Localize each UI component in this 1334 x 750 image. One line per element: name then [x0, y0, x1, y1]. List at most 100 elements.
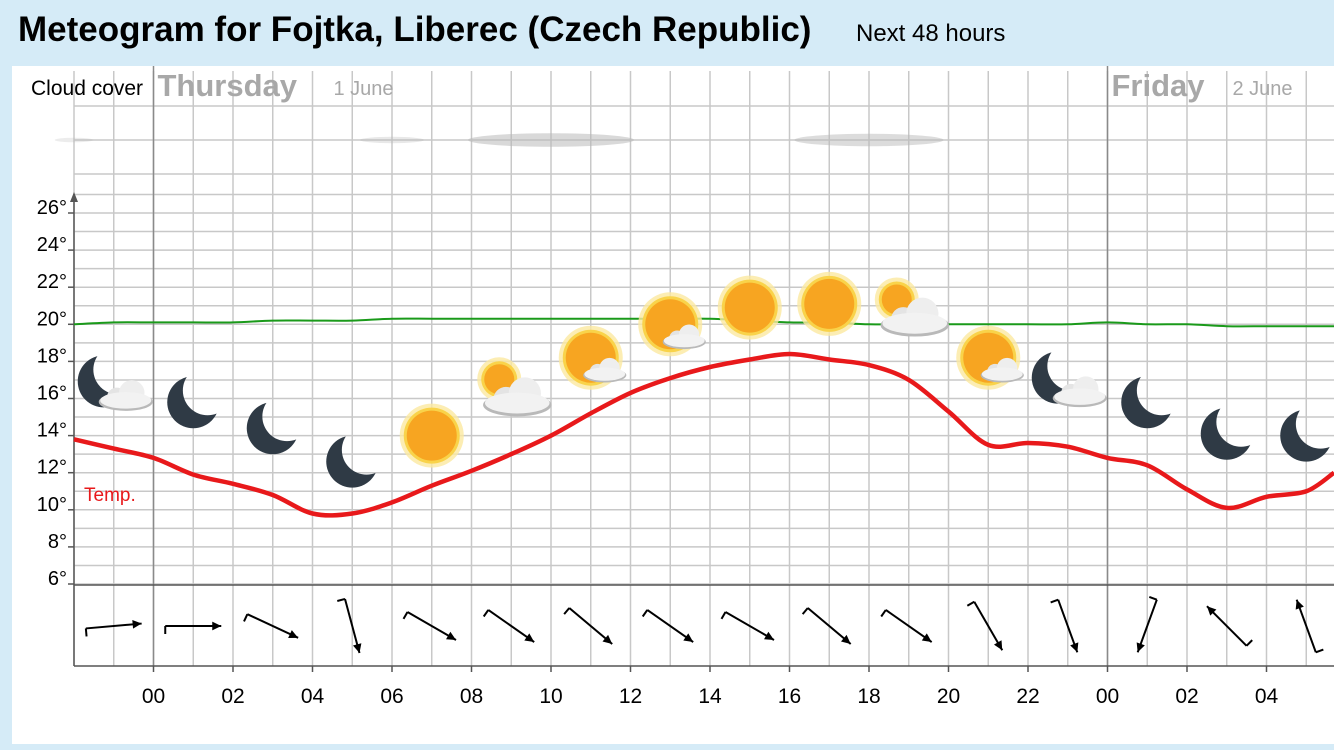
wind-barb: [880, 609, 887, 618]
wind-arrow: [1136, 596, 1158, 653]
x-tick-label: 16: [778, 685, 801, 708]
wind-barb: [1148, 596, 1158, 601]
wind-barb: [966, 600, 975, 607]
x-tick-label: 04: [301, 685, 325, 708]
wind-arrow: [243, 613, 299, 639]
y-tick-label: 18°: [37, 345, 67, 367]
wind-shaft: [1295, 599, 1317, 653]
temperature-line: [73, 351, 1334, 518]
moon-crescent: [246, 402, 299, 455]
wind-arrowhead: [683, 633, 694, 643]
wind-barb: [641, 609, 649, 618]
cloud-body: [981, 367, 1023, 381]
cloud-shape: [980, 357, 1024, 383]
day-date-label: 1 June: [334, 78, 394, 100]
cloud-cover-mark: [360, 136, 424, 144]
moon-crescent: [1200, 407, 1253, 460]
day-name-label: Thursday: [158, 68, 298, 103]
moon-crescent: [326, 435, 379, 488]
wind-barb: [337, 597, 346, 602]
x-tick-label: 10: [539, 685, 562, 708]
wind-shaft: [407, 611, 457, 641]
moon-cloud-icon: [77, 355, 153, 411]
wind-arrow: [641, 609, 694, 643]
wind-shaft: [646, 609, 694, 643]
chart-panel: 6° 8° 10° 12° 14° 16° 18° 20° 22° 24° 26° 00 02 04 06 0…: [12, 66, 1334, 744]
reference-line: [73, 317, 1334, 328]
moon-icon: [1121, 376, 1174, 429]
wind-arrow: [880, 609, 933, 643]
cloud-shape: [483, 377, 552, 417]
page-subtitle: Next 48 hours: [856, 20, 1006, 47]
x-tick-label: 20: [937, 685, 960, 708]
wind-arrow: [482, 609, 535, 643]
wind-barb: [801, 607, 809, 615]
cloud-body: [882, 312, 948, 334]
wind-shaft: [1136, 599, 1158, 653]
wind-arrowhead: [446, 631, 456, 640]
y-tick-label: 24°: [37, 234, 67, 256]
cloud-shape: [98, 380, 153, 411]
wind-arrowhead: [764, 631, 774, 640]
wind-arrowhead: [1206, 606, 1217, 616]
series-lines: [73, 317, 1334, 518]
grid: [73, 71, 1334, 666]
x-tick-label: 22: [1016, 685, 1039, 708]
wind-shaft: [973, 601, 1004, 651]
sun-icon-cloud: [638, 292, 706, 357]
meteogram-chart: 6° 8° 10° 12° 14° 16° 18° 20° 22° 24° 26° 00 02 04 06 0…: [31, 66, 1334, 708]
x-tick-label: 12: [619, 685, 642, 708]
sun-disc: [484, 364, 515, 395]
wind-shaft: [1057, 599, 1079, 653]
wind-arrow: [164, 621, 222, 634]
wind-barb: [243, 613, 249, 622]
y-axis-arrow: [70, 192, 78, 202]
cloud-body: [584, 367, 626, 381]
wind-shaft: [1206, 605, 1248, 647]
wind-arrow: [720, 611, 775, 641]
wind-barb: [1245, 639, 1253, 647]
sun-disc: [406, 410, 457, 461]
moon-icon: [1200, 407, 1253, 460]
moon-icon: [167, 376, 220, 429]
x-tick-label: 06: [380, 685, 403, 708]
cloud-body: [663, 334, 705, 348]
wind-barb: [482, 609, 490, 618]
wind-shaft: [807, 607, 852, 645]
cloud-body: [484, 392, 550, 414]
wind-arrowhead: [1295, 599, 1304, 610]
wind-arrowhead: [132, 620, 142, 629]
wind-arrow: [563, 607, 613, 645]
y-tick-label: 6°: [48, 568, 67, 590]
wind-arrowhead: [288, 630, 299, 638]
temp-series-label: Temp.: [84, 485, 136, 506]
moon-icon: [246, 402, 299, 455]
x-tick-label: 00: [142, 685, 165, 708]
wind-arrowhead: [212, 621, 222, 631]
wind-arrow: [337, 597, 362, 654]
wind-shaft: [344, 598, 361, 654]
wind-arrowhead: [352, 643, 362, 654]
wind-arrowhead: [841, 634, 851, 644]
sun-icon: [797, 271, 862, 336]
cloud-cover-mark: [468, 133, 634, 147]
wind-shaft: [487, 609, 535, 643]
sun-icon: [717, 275, 782, 340]
moon-crescent: [1280, 409, 1333, 462]
wind-barb: [1315, 648, 1324, 654]
cloud-shape: [1052, 376, 1107, 408]
wind-shaft: [568, 607, 613, 645]
wind-arrow: [801, 607, 852, 645]
wind-arrowhead: [602, 634, 613, 644]
x-tick-label: 18: [857, 685, 880, 708]
wind-arrowhead: [921, 633, 932, 643]
moon-icon: [1280, 409, 1333, 462]
moon-crescent: [1121, 376, 1174, 429]
sun-disc: [804, 278, 855, 329]
wind-arrow: [402, 611, 457, 641]
y-tick-label: 20°: [37, 308, 67, 330]
wind-arrow: [1295, 599, 1324, 654]
wind-arrow: [84, 620, 142, 637]
cloud-cover-label: Cloud cover: [31, 77, 143, 100]
sun-icon: [399, 403, 464, 468]
